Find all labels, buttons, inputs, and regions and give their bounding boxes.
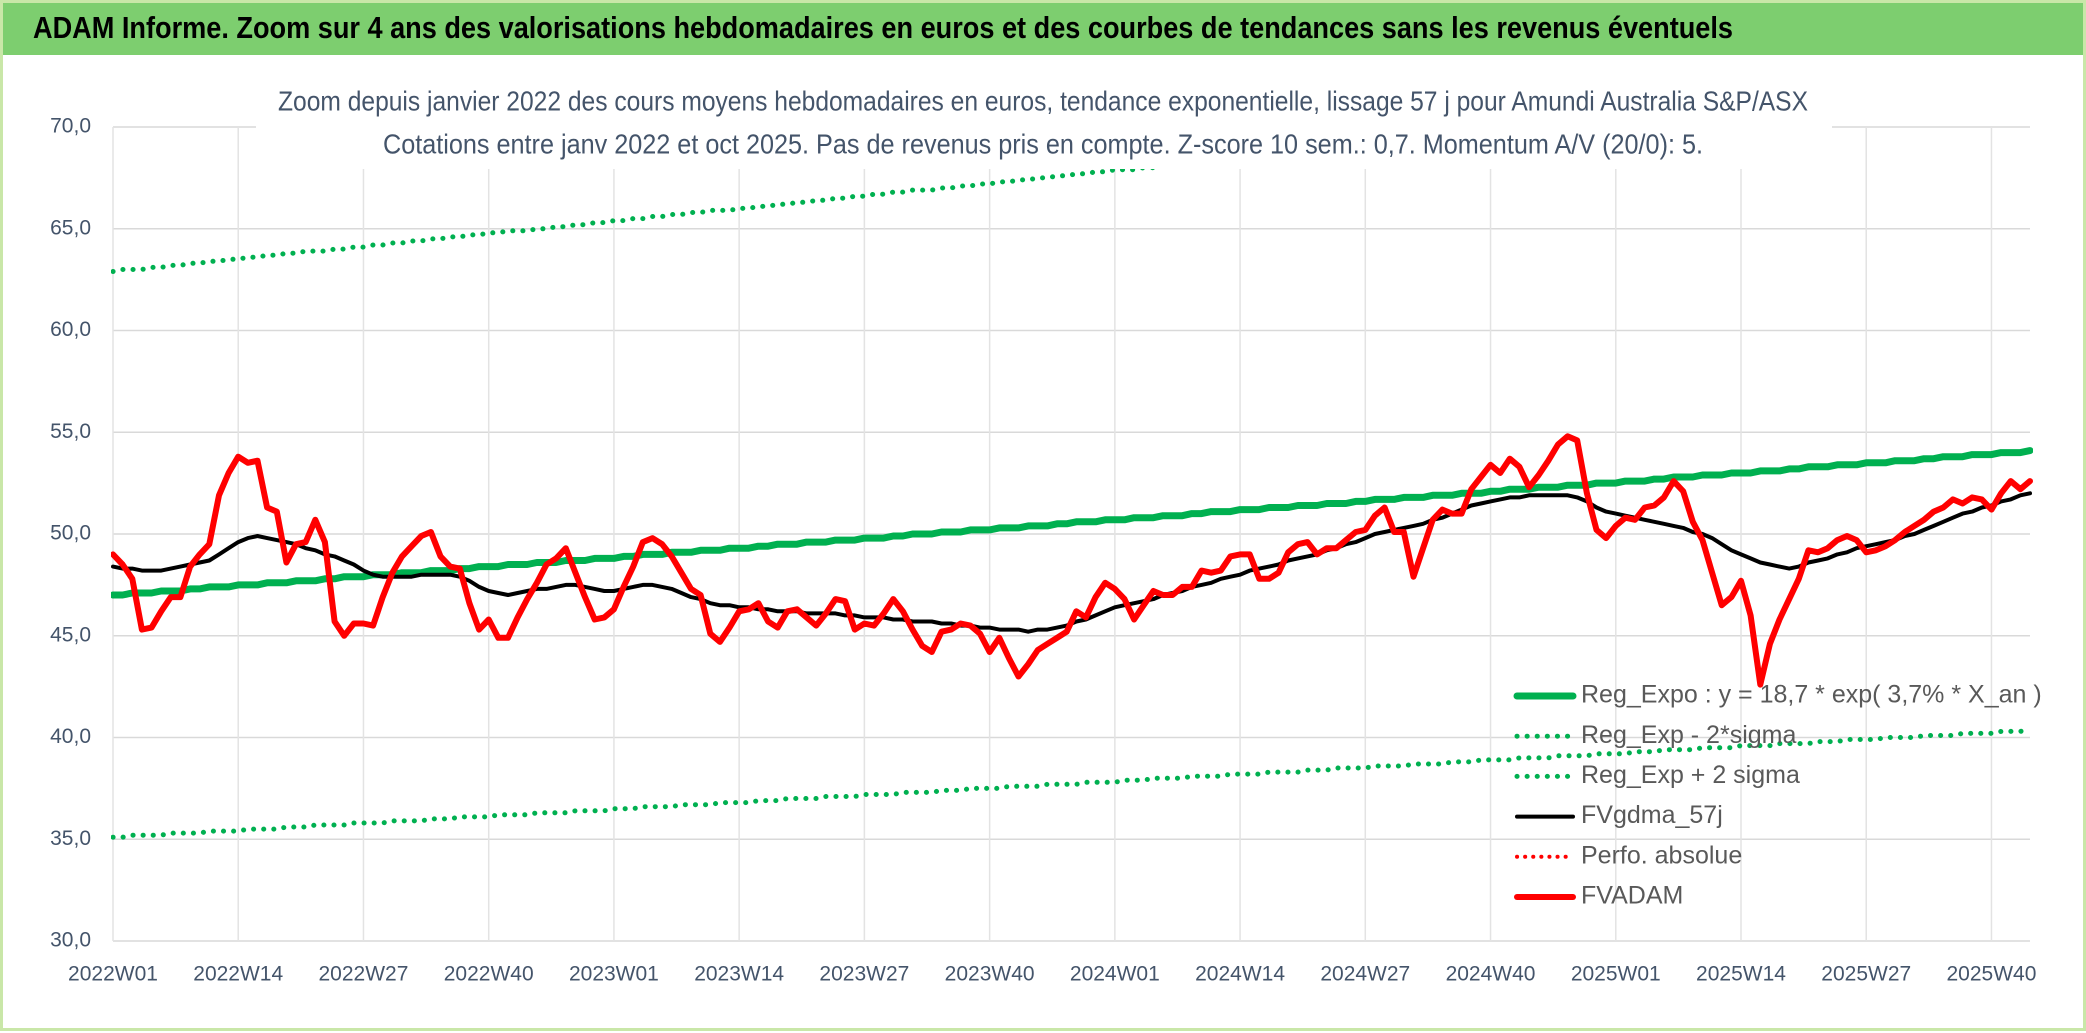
legend-label: Reg_Exp - 2*sigma (1581, 721, 1796, 749)
x-tick-label: 2023W27 (819, 963, 909, 986)
x-tick-label: 2024W01 (1070, 963, 1160, 986)
title-box (256, 81, 1832, 169)
series-line (111, 726, 2033, 840)
y-tick-label: 55,0 (50, 420, 91, 443)
y-tick-label: 30,0 (50, 929, 91, 952)
x-tick-label: 2023W01 (569, 963, 659, 986)
header-title: ADAM Informe. Zoom sur 4 ans des valoris… (33, 10, 1733, 45)
y-tick-label: 50,0 (50, 522, 91, 545)
series-line (111, 447, 2033, 599)
x-tick-label: 2024W40 (1446, 963, 1536, 986)
chart-title: Zoom depuis janvier 2022 des cours moyen… (278, 85, 1808, 116)
legend-label: Perfo. absolue (1581, 841, 1742, 869)
axes: 30,0 35,0 40,0 45,0 50,0 55,0 60,0 65,0 70,0 2022… (50, 115, 2036, 986)
y-tick-label: 40,0 (50, 725, 91, 748)
x-tick-label: 2025W14 (1696, 963, 1786, 986)
series-line (111, 121, 1628, 274)
x-tick-label: 2024W27 (1320, 963, 1410, 986)
legend-label: Reg_Expo : y = 18,7 * exp( 3,7% * X_an ) (1581, 681, 2042, 709)
series-line (111, 433, 2033, 688)
y-tick-label: 45,0 (50, 623, 91, 646)
chart-subtitle: Cotations entre janv 2022 et oct 2025. P… (383, 128, 1703, 159)
legend-label: FVADAM (1581, 882, 1683, 910)
grid (112, 126, 2030, 942)
chart: ADAM Informe. Zoom sur 4 ans des valoris… (3, 3, 2083, 986)
x-tick-label: 2022W14 (193, 963, 283, 986)
x-tick-label: 2022W40 (444, 963, 534, 986)
x-tick-label: 2025W40 (1947, 963, 2037, 986)
y-tick-label: 65,0 (50, 216, 91, 239)
plot-lines (111, 121, 2033, 840)
y-tick-label: 60,0 (50, 318, 91, 341)
x-tick-label: 2023W40 (945, 963, 1035, 986)
legend-label: Reg_Exp + 2 sigma (1581, 761, 1800, 789)
legend: Reg_Expo : y = 18,7 * exp( 3,7% * X_an )… (1513, 681, 2042, 910)
y-tick-label: 70,0 (50, 115, 91, 138)
x-tick-label: 2023W14 (694, 963, 784, 986)
legend-label: FVgdma_57j (1581, 801, 1723, 829)
x-tick-label: 2025W27 (1821, 963, 1911, 986)
y-tick-label: 35,0 (50, 827, 91, 850)
header-band (3, 3, 2083, 55)
x-tick-label: 2022W27 (319, 963, 409, 986)
x-tick-label: 2024W14 (1195, 963, 1285, 986)
x-tick-label: 2025W01 (1571, 963, 1661, 986)
x-tick-label: 2022W01 (68, 963, 158, 986)
